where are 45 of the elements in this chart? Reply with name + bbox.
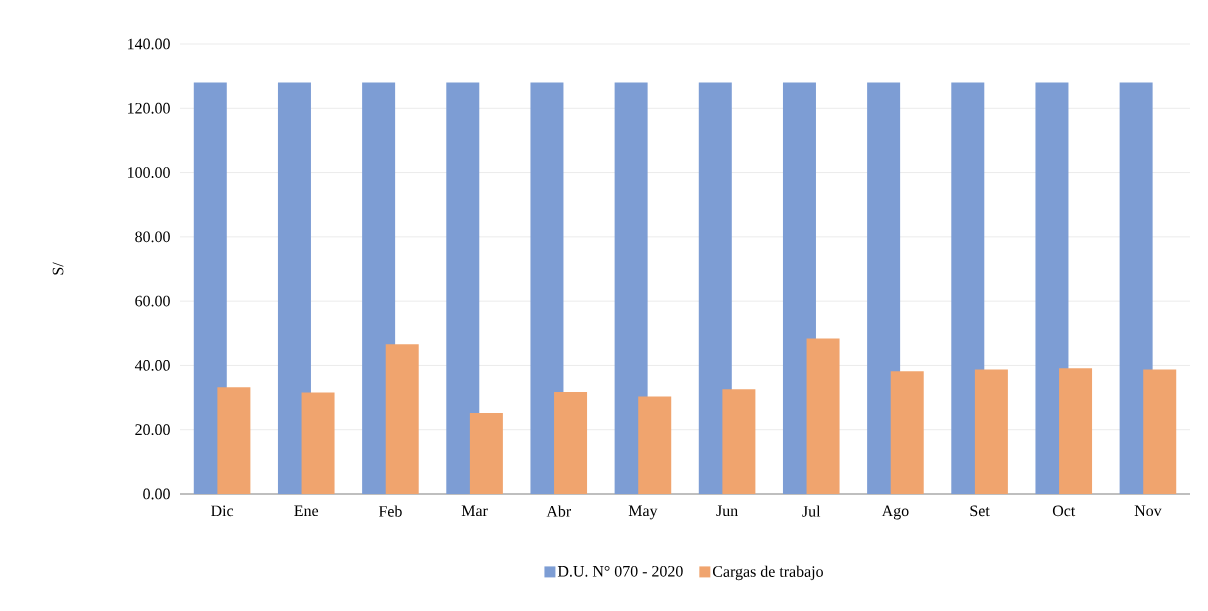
x-tick-label: Ene	[294, 505, 319, 517]
y-tick-label: 140.00	[128, 38, 170, 50]
x-tick-label: Jul	[802, 505, 821, 517]
bar	[446, 82, 480, 494]
bar	[554, 392, 588, 494]
bar	[530, 82, 564, 494]
y-axis-title: S/	[52, 262, 64, 275]
legend-label: D.U. N° 070 - 2020	[557, 565, 683, 577]
x-tick-label: Nov	[1134, 505, 1162, 517]
bar	[974, 369, 1008, 494]
x-tick-label: Set	[970, 505, 990, 517]
x-tick-label: Abr	[546, 505, 572, 517]
legend-label: Cargas de trabajo	[712, 565, 823, 581]
bar	[1059, 368, 1093, 494]
y-tick-label: 120.00	[128, 102, 170, 114]
bar	[385, 344, 419, 494]
bar	[806, 338, 840, 494]
bar	[1143, 369, 1177, 494]
x-tick-label: Oct	[1052, 505, 1076, 517]
y-tick-label: 80.00	[135, 231, 170, 243]
bar	[638, 396, 672, 494]
bar	[614, 82, 648, 494]
bar	[951, 82, 985, 494]
y-tick-label: 20.00	[135, 424, 170, 436]
bar	[1119, 82, 1153, 494]
bar	[301, 392, 335, 494]
bar	[890, 371, 924, 494]
x-tick-label: Ago	[881, 505, 909, 520]
y-tick-label: 40.00	[134, 360, 170, 371]
x-tick-label: May	[628, 505, 658, 520]
y-tick-label: 0.00	[143, 488, 170, 500]
x-tick-label: Mar	[461, 505, 488, 517]
bar	[469, 413, 503, 494]
bar	[867, 82, 901, 494]
bar	[698, 82, 732, 494]
x-tick-label: Jun	[716, 505, 738, 517]
bar	[217, 387, 251, 494]
y-tick-label: 60.00	[135, 295, 170, 307]
y-tick-label: 100.00	[128, 167, 170, 178]
x-tick-label: Feb	[378, 505, 402, 517]
bar	[277, 82, 311, 494]
bar	[722, 389, 756, 494]
bar	[1035, 82, 1069, 494]
x-tick-label: Dic	[211, 505, 234, 517]
bar	[193, 82, 227, 494]
